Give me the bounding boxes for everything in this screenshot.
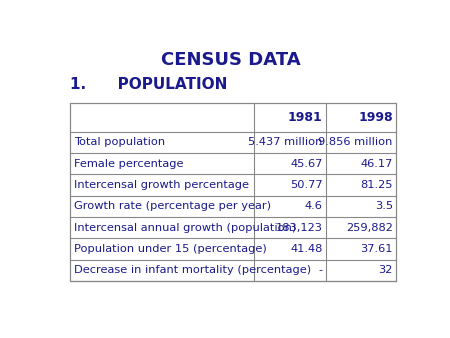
- Text: 183,123: 183,123: [276, 223, 323, 233]
- Text: 41.48: 41.48: [290, 244, 323, 254]
- Text: 45.67: 45.67: [290, 159, 323, 169]
- Text: Intercensal annual growth (population): Intercensal annual growth (population): [74, 223, 296, 233]
- Text: 1981: 1981: [288, 111, 323, 124]
- Text: 1.      POPULATION: 1. POPULATION: [70, 77, 228, 92]
- Text: Female percentage: Female percentage: [74, 159, 183, 169]
- Text: 32: 32: [378, 265, 393, 275]
- Text: 4.6: 4.6: [305, 201, 323, 211]
- Text: 1998: 1998: [358, 111, 393, 124]
- Text: Decrease in infant mortality (percentage): Decrease in infant mortality (percentage…: [74, 265, 311, 275]
- Text: 259,882: 259,882: [346, 223, 393, 233]
- Text: Total population: Total population: [74, 137, 165, 147]
- Text: 46.17: 46.17: [360, 159, 393, 169]
- Text: Population under 15 (percentage): Population under 15 (percentage): [74, 244, 266, 254]
- Text: 5.437 million: 5.437 million: [248, 137, 323, 147]
- Text: CENSUS DATA: CENSUS DATA: [161, 51, 301, 69]
- Text: 9.856 million: 9.856 million: [319, 137, 393, 147]
- Text: Growth rate (percentage per year): Growth rate (percentage per year): [74, 201, 271, 211]
- Text: 3.5: 3.5: [375, 201, 393, 211]
- Text: 81.25: 81.25: [360, 180, 393, 190]
- Text: Intercensal growth percentage: Intercensal growth percentage: [74, 180, 249, 190]
- Text: 37.61: 37.61: [360, 244, 393, 254]
- Text: -: -: [319, 265, 323, 275]
- Text: 50.77: 50.77: [290, 180, 323, 190]
